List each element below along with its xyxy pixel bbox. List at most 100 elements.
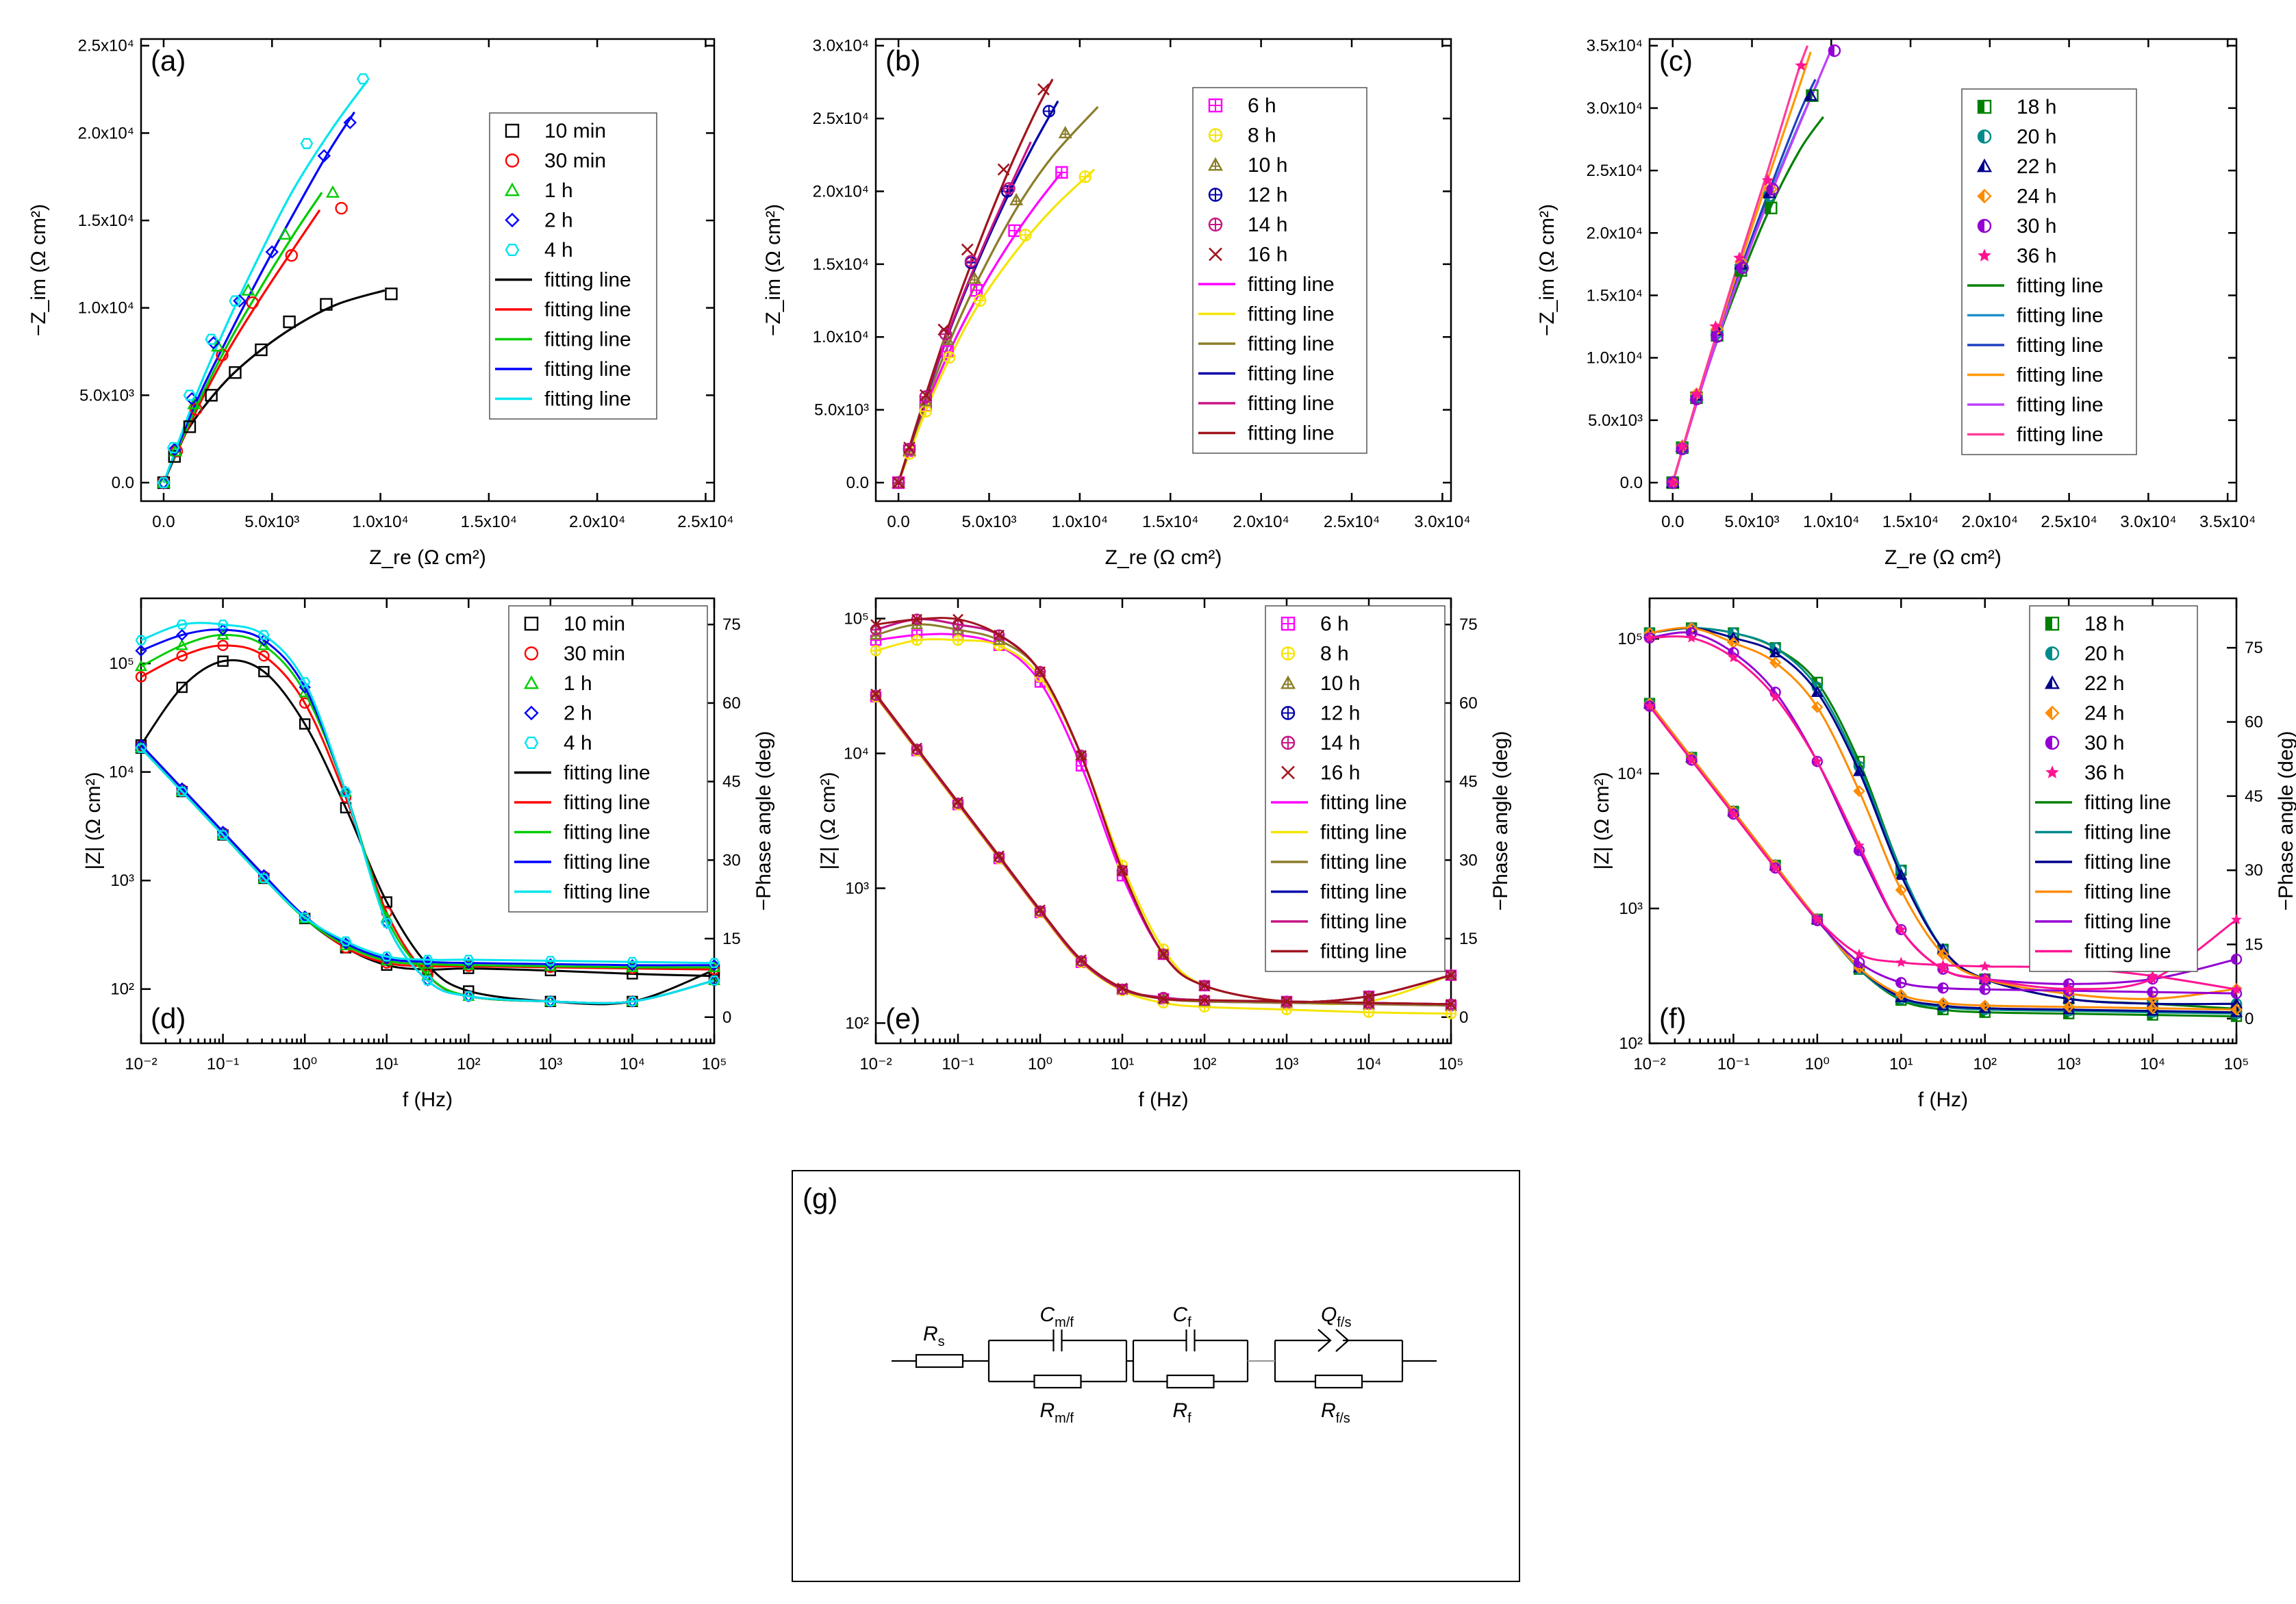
panel-c-point-4-4-fill: [1737, 262, 1743, 274]
panel-e-xtick-label-4: 10²: [1193, 1055, 1217, 1073]
panel-a-point-2-5: [278, 227, 292, 240]
panel-f-phase-point-5-5: [1854, 839, 1865, 850]
panel-b-legend-marker-3-cross: [1209, 188, 1222, 201]
panel-e-y2tick-label-2: 30: [1459, 851, 1478, 869]
label-rs-sub: s: [938, 1334, 945, 1349]
panel-b-point-1-5-cross: [1020, 229, 1031, 241]
panel-f-y2tick-label-4: 60: [2245, 713, 2263, 732]
panel-f-modulus-point-3-11-fill: [2232, 1004, 2236, 1015]
label-bot-f-main: R: [1173, 1399, 1188, 1422]
panel-c-xtick-label-4: 2.0x10⁴: [1962, 513, 2018, 531]
panel-f-legend-label-7: fitting line: [2084, 822, 2171, 844]
label-rs: Rs: [923, 1323, 945, 1349]
panel-a-xtick-label-4: 2.0x10⁴: [569, 513, 625, 531]
panel-b-point-4-4-cross: [966, 255, 976, 267]
panel-a-ytick-label-4: 2.0x10⁴: [78, 124, 134, 142]
panel-f-modulus-point-4-8-fill: [1980, 984, 1985, 995]
panel-e-modulus-point-5-8: [1199, 995, 1210, 1006]
panel-f-legend-label-5: 36 h: [2084, 762, 2124, 785]
panel-f-modulus-point-3-9-fill: [2064, 1002, 2069, 1012]
panel-d-modulus-point-4-1: [176, 786, 188, 797]
panel-b-point-5-1: [903, 442, 916, 454]
panel-c-ytick-label-6: 3.0x10⁴: [1587, 99, 1643, 118]
panel-b-legend-box: [1192, 87, 1367, 454]
panel-c-fit-line-4: [1671, 49, 1832, 483]
panel-d-legend-marker-2: [523, 675, 540, 689]
panel-d-xtick-label-4: 10²: [457, 1055, 481, 1073]
panel-f-xtick-label-5: 10³: [2057, 1055, 2081, 1073]
panel-a-xtick-label-1: 5.0x10³: [244, 513, 299, 531]
panel-d-y2tick-label-3: 45: [722, 773, 741, 791]
panel-f-phase-point-2-4-fill: [1812, 687, 1817, 696]
label-top-fs-sub: f/s: [1337, 1315, 1351, 1330]
panel-f-y2label: −Phase angle (deg): [2275, 731, 2296, 911]
panel-c-ytick-label-1: 5.0x10³: [1588, 411, 1643, 430]
panel-f-legend-label-9: fitting line: [2084, 881, 2171, 904]
panel-d-phase-point-0-2: [217, 655, 229, 667]
panel-b-point-0-4-cross: [970, 285, 982, 296]
panel-c-xtick-label-7: 3.5x10⁴: [2199, 513, 2256, 531]
panel-e-legend-label-8: fitting line: [1320, 851, 1407, 874]
panel-f-legend-label-8: fitting line: [2084, 851, 2171, 874]
panel-a-point-0-4: [229, 366, 242, 379]
panel-e-modulus-point-5-4: [1035, 904, 1046, 915]
panel-f-phase-point-5-8: [1979, 973, 1991, 984]
panel-d-legend-marker-3: [524, 705, 539, 721]
panel-a-legend-label-5: fitting line: [544, 269, 631, 292]
panel-b-point-5-0: [892, 476, 905, 489]
panel-f-phase-point-3-6-fill: [1896, 885, 1902, 895]
panel-a-frame: [140, 38, 716, 502]
panel-d-modulus-point-4-11: [708, 958, 720, 968]
panel-c-fit-line-1: [1671, 80, 1820, 483]
panel-d-legend-marker-4: [524, 737, 539, 749]
panel-b-fit-line-3: [897, 100, 1059, 483]
panel-a-fit-line-0: [162, 289, 386, 483]
panel-e-y2tick-label-4: 60: [1459, 694, 1478, 713]
panel-f-y2tick-label-3: 45: [2245, 787, 2263, 806]
panel-e-modulus-point-5-6: [1117, 982, 1128, 994]
panel-e-frame: [874, 597, 1452, 1045]
label-bot-mf-sub: m/f: [1055, 1411, 1074, 1426]
panel-d-phase-point-3-1: [176, 628, 188, 641]
resistor-f: [1166, 1374, 1215, 1389]
panel-a-point-3-7: [343, 116, 357, 129]
panel-b-legend-label-1: 8 h: [1248, 125, 1276, 147]
panel-f-phase-fit-3: [1649, 626, 2237, 1000]
panel-d-xtick-label-0: 10⁻²: [125, 1055, 157, 1073]
panel-d-phase-point-3-0: [135, 644, 147, 657]
panel-d-xtick-label-6: 10⁴: [620, 1055, 645, 1073]
panel-a-point-3-4: [233, 294, 247, 308]
panel-f-legend-marker-4-fill: [2046, 737, 2052, 749]
panel-e-ytick-label-0: 10²: [845, 1014, 869, 1032]
panel-a-ylabel: −Z_im (Ω cm²): [27, 204, 50, 336]
panel-b-legend-label-3: 12 h: [1248, 184, 1287, 207]
panel-d-phase-point-2-1: [175, 639, 188, 650]
panel-a-xtick-label-3: 1.5x10⁴: [461, 513, 517, 531]
panel-e-phase-point-5-8: [1199, 980, 1210, 991]
panel-e-xtick-label-5: 10³: [1275, 1055, 1299, 1073]
panel-d-ytick-label-2: 10⁴: [109, 763, 134, 782]
panel-f-modulus-point-5-2: [1728, 808, 1739, 819]
panel-a-legend-marker-4: [505, 244, 520, 256]
panel-a-legend-marker-1: [505, 153, 520, 168]
resistor-fs: [1314, 1374, 1363, 1389]
panel-f-legend-marker-0-fill: [2046, 618, 2052, 630]
label-top-mf-sub: m/f: [1055, 1315, 1074, 1330]
panel-b-ytick-label-4: 2.0x10⁴: [813, 182, 869, 201]
panel-d-phase-point-4-11: [708, 975, 720, 986]
panel-g-tag: (g): [803, 1182, 837, 1214]
panel-a-point-4-0: [157, 476, 171, 489]
panel-e-phase-point-5-3: [994, 629, 1005, 641]
panel-d-phase-point-4-10: [627, 996, 638, 1007]
panel-d-modulus-point-4-0: [135, 743, 147, 754]
panel-d-legend-label-4: 4 h: [564, 732, 592, 754]
panel-f-phase-point-5-9: [2063, 983, 2075, 994]
panel-e-ytick-label-2: 10⁴: [844, 745, 869, 763]
panel-b-point-0-5-cross: [1009, 225, 1020, 236]
panel-a-ytick-label-1: 5.0x10³: [79, 386, 134, 405]
panel-c-xtick-label-0: 0.0: [1661, 513, 1684, 531]
panel-f-legend-label-4: 30 h: [2084, 732, 2124, 754]
label-bot-fs-sub: f/s: [1336, 1411, 1350, 1426]
panel-b-fit-line-2: [897, 105, 1099, 483]
panel-b-legend-label-6: fitting line: [1248, 273, 1335, 296]
